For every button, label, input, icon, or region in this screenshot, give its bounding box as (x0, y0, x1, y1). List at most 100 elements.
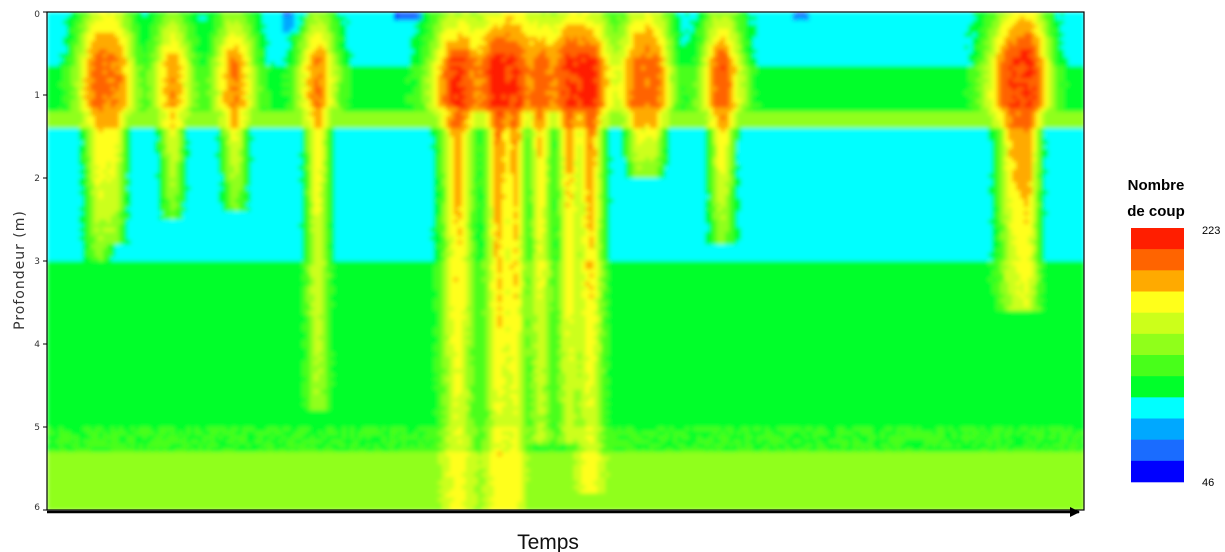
heatmap-cell (709, 165, 714, 171)
heatmap-cell (218, 12, 224, 17)
heatmap-cell (1028, 128, 1033, 134)
heatmap-cell (429, 65, 435, 71)
heatmap-cell (106, 165, 112, 171)
heatmap-cell (346, 41, 411, 46)
heatmap-cell (1044, 53, 1049, 59)
heatmap-cell (609, 153, 623, 159)
heatmap-cell (517, 161, 523, 167)
heatmap-cell (529, 165, 535, 171)
heatmap-cell (86, 24, 92, 30)
heatmap-cell (98, 128, 104, 134)
heatmap-cell (485, 136, 491, 142)
heatmap-cell (545, 157, 551, 163)
heatmap-cell (465, 119, 475, 125)
heatmap-cell (625, 65, 635, 71)
heatmap-cell (473, 240, 479, 246)
heatmap-cell (485, 107, 523, 113)
heatmap-cell (218, 57, 228, 63)
heatmap-cell (665, 99, 670, 105)
heatmap-cell (453, 136, 463, 142)
heatmap-cell (996, 41, 1006, 46)
heatmap-cell (322, 219, 327, 225)
heatmap-cell (250, 24, 256, 30)
heatmap-cell (1004, 161, 1010, 167)
heatmap-cell (122, 169, 128, 175)
heatmap-cell (581, 190, 591, 196)
heatmap-cell (114, 65, 120, 71)
heatmap-cell (118, 169, 124, 175)
heatmap-cell (461, 182, 467, 188)
heatmap-cell (737, 32, 742, 38)
heatmap-cell (748, 41, 754, 46)
heatmap-cell (661, 111, 670, 117)
heatmap-cell (513, 53, 523, 59)
heatmap-cell (968, 95, 982, 100)
heatmap-cell (218, 28, 228, 34)
heatmap-cell (737, 49, 742, 55)
heatmap-cell (170, 161, 176, 167)
heatmap-cell (669, 161, 706, 167)
heatmap-cell (182, 186, 192, 192)
heatmap-cell (541, 148, 547, 154)
heatmap-cell (633, 144, 659, 150)
heatmap-cell (47, 61, 60, 67)
heatmap-cell (529, 103, 551, 109)
heatmap-cell (1064, 90, 1084, 96)
heatmap-cell (1000, 165, 1006, 171)
heatmap-cell (86, 231, 92, 237)
heatmap-cell (669, 70, 674, 76)
heatmap-cell (577, 169, 583, 175)
heatmap-cell (158, 90, 164, 96)
heatmap-cell (525, 82, 535, 88)
heatmap-cell (561, 207, 567, 212)
heatmap-cell (992, 45, 998, 51)
heatmap-cell (565, 82, 579, 88)
heatmap-cell (310, 231, 316, 237)
heatmap-cell (1036, 119, 1041, 125)
heatmap-cell (709, 107, 714, 113)
heatmap-cell (222, 161, 228, 167)
heatmap-cell (330, 119, 439, 125)
heatmap-cell (1004, 207, 1014, 212)
heatmap-cell (1016, 99, 1021, 105)
heatmap-cell (126, 57, 136, 63)
heatmap-cell (521, 124, 527, 129)
heatmap-cell (976, 57, 986, 63)
heatmap-cell (47, 28, 68, 34)
heatmap-cell (222, 169, 228, 175)
heatmap-cell (976, 65, 986, 71)
heatmap-cell (517, 153, 523, 159)
heatmap-cell (178, 148, 184, 154)
heatmap-cell (134, 53, 152, 59)
heatmap-cell (657, 140, 663, 146)
heatmap-cell (597, 186, 603, 192)
heatmap-cell (561, 198, 567, 204)
heatmap-cell (972, 20, 986, 26)
heatmap-cell (250, 115, 304, 121)
heatmap-cell (1028, 198, 1033, 204)
heatmap-cell (86, 144, 92, 150)
heatmap-cell (729, 95, 734, 100)
heatmap-cell (609, 194, 710, 200)
heatmap-cell (733, 20, 738, 26)
heatmap-cell (717, 157, 726, 163)
heatmap-cell (625, 95, 635, 100)
heatmap-cell (748, 57, 758, 63)
heatmap-cell (302, 144, 308, 150)
heatmap-cell (47, 144, 80, 150)
heatmap-cell (1012, 61, 1021, 67)
heatmap-cell (1032, 74, 1041, 80)
heatmap-cell (509, 169, 519, 175)
heatmap-cell (996, 140, 1002, 146)
heatmap-cell (525, 153, 531, 159)
heatmap-cell (78, 86, 84, 92)
heatmap-cell (1000, 128, 1006, 134)
heatmap-cell (1044, 65, 1049, 71)
heatmap-cell (162, 119, 184, 125)
heatmap-cell (158, 115, 168, 121)
heatmap-cell (585, 132, 591, 138)
heatmap-cell (605, 140, 611, 146)
heatmap-cell (246, 82, 252, 88)
heatmap-cell (485, 215, 491, 221)
heatmap-cell (569, 36, 575, 42)
